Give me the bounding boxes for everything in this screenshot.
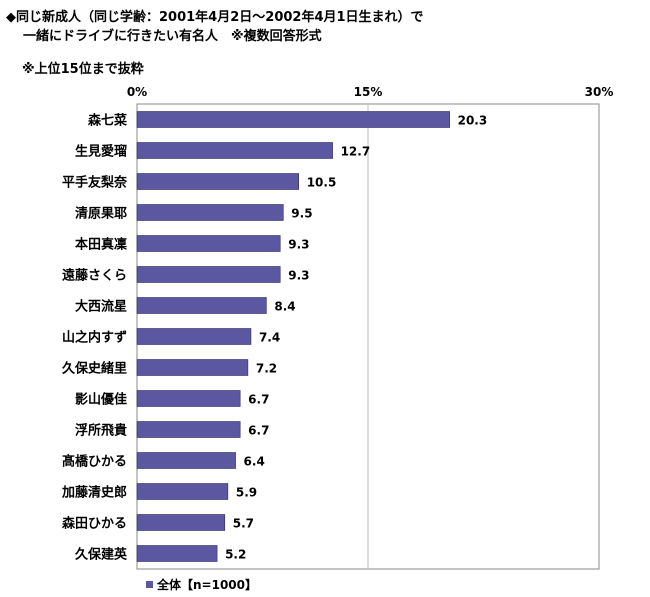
value-label: 7.4 (259, 331, 280, 345)
value-label: 6.7 (248, 424, 269, 438)
chart-title: ◆同じ新成人（同じ学齢：2001年4月2日～2002年4月1日生まれ）で 一緒に… (6, 8, 424, 46)
x-tick-label: 15% (354, 85, 383, 99)
category-label: 平手友梨奈 (62, 175, 128, 191)
bar (136, 235, 281, 252)
category-label: 本田真凜 (75, 237, 127, 253)
bar (136, 204, 284, 221)
value-label: 9.5 (291, 207, 312, 221)
value-label: 7.2 (256, 362, 277, 376)
value-label: 9.3 (288, 238, 309, 252)
category-label: 久保史緒里 (62, 361, 127, 377)
value-label: 20.3 (458, 114, 488, 128)
bar (136, 328, 252, 345)
value-label: 9.3 (288, 269, 309, 283)
legend-label: 全体【n=1000】 (157, 578, 257, 592)
bar (136, 173, 299, 190)
category-label: 影山優佳 (75, 392, 127, 408)
category-label: 清原果耶 (75, 206, 127, 222)
legend: 全体【n=1000】 (146, 576, 257, 593)
bar (136, 111, 450, 128)
legend-swatch (146, 581, 153, 588)
chart-title-line-2: 一緒にドライブに行きたい有名人 ※複数回答形式 (23, 29, 322, 44)
category-label: 髙橋ひかる (62, 454, 127, 470)
value-label: 12.7 (341, 145, 371, 159)
value-label: 5.2 (225, 548, 246, 562)
value-label: 6.4 (244, 455, 265, 469)
bar (136, 545, 218, 562)
category-label: 遠藤さくら (62, 268, 127, 284)
value-label: 10.5 (307, 176, 337, 190)
x-tick-label: 30% (585, 85, 614, 99)
bar (136, 142, 333, 159)
x-tick-label: 0% (127, 85, 147, 99)
category-label: 森田ひかる (62, 516, 127, 532)
bar (136, 390, 241, 407)
category-label: 山之内すず (62, 330, 127, 346)
bar (136, 514, 226, 531)
value-label: 6.7 (248, 393, 269, 407)
value-label: 8.4 (274, 300, 295, 314)
value-label: 5.7 (233, 517, 254, 531)
bar (136, 483, 229, 500)
bar (136, 452, 236, 469)
category-label: 浮所飛貴 (75, 423, 127, 439)
bar (136, 266, 281, 283)
category-label: 生見愛瑠 (75, 144, 127, 160)
bar (136, 359, 249, 376)
category-label: 大西流星 (75, 299, 127, 315)
category-label: 加藤清史郎 (61, 485, 127, 501)
bar (136, 297, 267, 314)
bar (136, 421, 241, 438)
category-label: 森七菜 (88, 113, 127, 129)
chart-title-line-1: ◆同じ新成人（同じ学齢：2001年4月2日～2002年4月1日生まれ）で (6, 10, 424, 25)
category-label: 久保建英 (75, 547, 128, 563)
value-label: 5.9 (236, 486, 257, 500)
chart-note: ※上位15位まで抜粋 (22, 62, 144, 77)
